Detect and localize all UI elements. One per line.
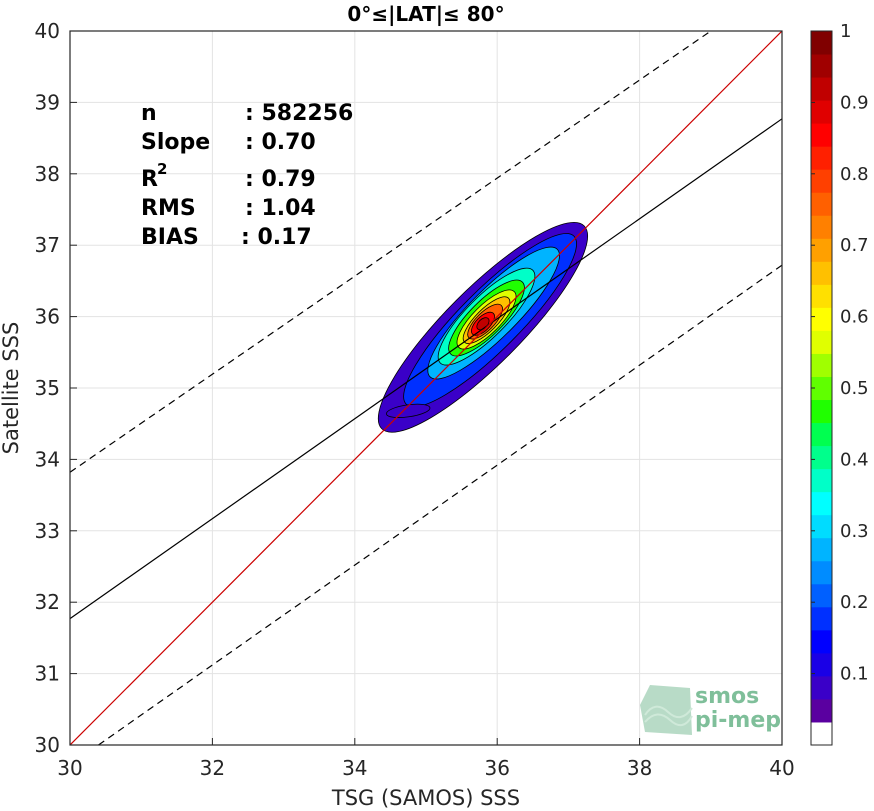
y-axis: 30 31 32 33 34 35 36 37 38 39 40 xyxy=(35,19,77,757)
stat-bias-label: BIAS xyxy=(141,225,199,250)
colorbar-segment xyxy=(811,698,832,723)
colorbar-segment xyxy=(811,629,832,654)
colorbar-segment xyxy=(811,560,832,585)
colorbar-tick-label: 0.6 xyxy=(840,307,869,328)
colorbar-segment xyxy=(811,445,832,470)
reference-lines xyxy=(70,31,782,745)
colorbar-segment xyxy=(811,583,832,608)
logo-mark-icon xyxy=(640,685,693,735)
x-tick-label: 34 xyxy=(342,756,367,780)
logo-line2: pi-mep xyxy=(695,708,781,733)
colorbar-segment xyxy=(811,215,832,239)
y-tick-label: 37 xyxy=(35,233,60,257)
y-tick-label: 30 xyxy=(35,733,60,757)
stats-box: n : 582256 Slope : 0.70 R 2 : 0.79 RMS :… xyxy=(141,101,353,250)
colorbar-tick-label: 0.1 xyxy=(840,664,869,685)
colorbar-segment xyxy=(811,399,832,424)
stat-r2-superscript: 2 xyxy=(157,160,167,178)
colorbar-segment xyxy=(811,514,832,539)
stat-slope-label: Slope xyxy=(141,130,210,155)
y-tick-label: 39 xyxy=(35,90,60,114)
colorbar-segment xyxy=(811,491,832,516)
colorbar-segment xyxy=(811,146,832,170)
stat-n-value: : 582256 xyxy=(245,101,353,126)
colorbar-segment xyxy=(811,307,832,331)
x-tick-label: 40 xyxy=(769,756,794,780)
colorbar-segment xyxy=(811,652,832,677)
colorbar-segment xyxy=(811,284,832,308)
colorbar-tick-label: 0.4 xyxy=(840,449,869,470)
colorbar-segment xyxy=(811,77,832,101)
grid xyxy=(69,30,783,746)
x-axis: 30 32 34 36 38 40 xyxy=(57,738,795,780)
colorbar-segment xyxy=(811,192,832,216)
colorbar-segment xyxy=(811,675,832,700)
chart-title: 0°≤|LAT|≤ 80° xyxy=(347,2,504,26)
y-tick-label: 33 xyxy=(35,519,60,543)
colorbar-segment xyxy=(811,100,832,124)
x-tick-label: 30 xyxy=(57,756,82,780)
one-to-one-line xyxy=(70,31,782,745)
colorbar-segment xyxy=(811,169,832,193)
y-tick-label: 38 xyxy=(35,162,60,186)
stat-bias-value: : 0.17 xyxy=(241,225,312,250)
x-tick-label: 36 xyxy=(484,756,509,780)
colorbar: 0.1 0.2 0.3 0.4 0.5 0.6 0.7 0.8 0.9 1 xyxy=(810,21,869,746)
colorbar-segment xyxy=(811,606,832,631)
smos-pi-mep-logo: smos pi-mep xyxy=(640,684,781,735)
colorbar-tick-label: 0.8 xyxy=(840,164,869,185)
colorbar-segment xyxy=(811,330,832,354)
colorbar-segment xyxy=(811,468,832,493)
x-tick-label: 38 xyxy=(627,756,652,780)
logo-line1: smos xyxy=(695,684,759,709)
y-tick-label: 36 xyxy=(35,305,60,329)
colorbar-segment xyxy=(811,422,832,447)
y-tick-label: 35 xyxy=(35,376,60,400)
regression-line xyxy=(70,118,782,620)
y-axis-label: Satellite SSS xyxy=(0,322,23,455)
y-tick-label: 40 xyxy=(35,19,60,43)
colorbar-segment xyxy=(811,261,832,285)
stat-slope-value: : 0.70 xyxy=(245,130,316,155)
colorbar-segment xyxy=(811,353,832,377)
density-contour-tail xyxy=(385,403,431,418)
colorbar-segment xyxy=(811,376,832,401)
colorbar-segment xyxy=(811,537,832,562)
colorbar-tick-label: 0.7 xyxy=(840,235,869,256)
colorbar-segment xyxy=(811,721,832,746)
stat-rms-value: : 1.04 xyxy=(245,196,316,221)
y-tick-label: 31 xyxy=(35,662,60,686)
x-tick-label: 32 xyxy=(200,756,225,780)
colorbar-segment xyxy=(811,54,832,78)
colorbar-segment xyxy=(811,238,832,262)
stat-r2-value: : 0.79 xyxy=(245,167,316,192)
stat-rms-label: RMS xyxy=(141,196,196,221)
x-axis-label: TSG (SAMOS) SSS xyxy=(331,786,520,810)
colorbar-tick-label: 1 xyxy=(840,21,851,42)
density-contours xyxy=(377,221,589,433)
colorbar-segment xyxy=(811,123,832,147)
colorbar-tick-label: 0.3 xyxy=(840,521,869,542)
colorbar-segment xyxy=(811,31,832,55)
colorbar-tick-label: 0.5 xyxy=(840,378,869,399)
stat-n-label: n xyxy=(141,101,157,126)
colorbar-tick-label: 0.2 xyxy=(840,592,869,613)
y-tick-label: 32 xyxy=(35,590,60,614)
colorbar-tick-label: 0.9 xyxy=(840,92,869,113)
y-tick-label: 34 xyxy=(35,447,60,471)
upper-bound-line xyxy=(70,31,712,473)
stat-r2-label: R xyxy=(141,167,158,192)
